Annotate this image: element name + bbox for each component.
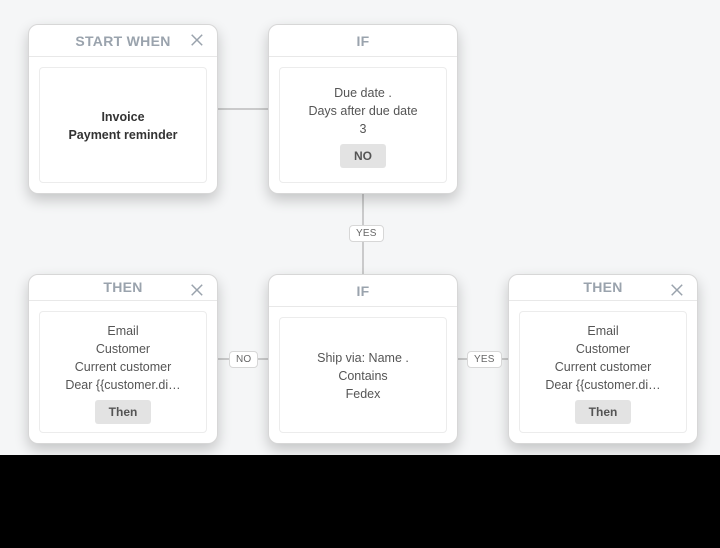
then-chip[interactable]: Then [95, 400, 152, 424]
node-line: Payment reminder [68, 126, 177, 144]
node-body: Email Customer Current customer Dear {{c… [29, 301, 217, 444]
node-line: Days after due date [308, 102, 417, 120]
edge-label-yes: YES [349, 225, 384, 242]
node-line: Current customer [555, 358, 652, 376]
edge-label-no: NO [229, 351, 258, 368]
node-inner-panel: Due date . Days after due date 3 NO [279, 67, 447, 183]
node-title: IF [356, 283, 369, 299]
node-line: Email [107, 322, 138, 340]
flow-canvas: START WHEN Invoice Payment reminder IF D… [0, 0, 720, 455]
then-chip[interactable]: Then [575, 400, 632, 424]
node-line: Current customer [75, 358, 172, 376]
node-body: Ship via: Name . Contains Fedex [269, 307, 457, 443]
edge-label-yes: YES [467, 351, 502, 368]
node-line: Due date . [334, 84, 392, 102]
node-body: Invoice Payment reminder [29, 57, 217, 193]
node-line: 3 [360, 120, 367, 138]
node-inner-panel: Email Customer Current customer Dear {{c… [519, 311, 687, 434]
node-header: START WHEN [29, 25, 217, 57]
node-inner-panel: Email Customer Current customer Dear {{c… [39, 311, 207, 434]
node-line: Customer [96, 340, 150, 358]
node-title: IF [356, 33, 369, 49]
node-header: THEN [509, 275, 697, 301]
node-if-ship-via[interactable]: IF Ship via: Name . Contains Fedex [268, 274, 458, 444]
node-header: IF [269, 25, 457, 57]
node-line: Fedex [346, 385, 381, 403]
node-line: Customer [576, 340, 630, 358]
close-icon[interactable] [669, 281, 687, 299]
close-icon[interactable] [189, 31, 207, 49]
node-line: Ship via: Name . [317, 349, 409, 367]
node-body: Due date . Days after due date 3 NO [269, 57, 457, 193]
node-line: Dear {{customer.di… [65, 376, 180, 394]
condition-chip-no[interactable]: NO [340, 144, 386, 168]
node-then-left[interactable]: THEN Email Customer Current customer Dea… [28, 274, 218, 444]
node-header: THEN [29, 275, 217, 301]
bottom-bar [0, 455, 720, 548]
node-if-due-date[interactable]: IF Due date . Days after due date 3 NO [268, 24, 458, 194]
node-line: Email [587, 322, 618, 340]
node-header: IF [269, 275, 457, 307]
node-body: Email Customer Current customer Dear {{c… [509, 301, 697, 444]
node-line: Dear {{customer.di… [545, 376, 660, 394]
node-line: Invoice [101, 108, 144, 126]
node-inner-panel: Ship via: Name . Contains Fedex [279, 317, 447, 433]
node-title: THEN [103, 279, 142, 295]
node-line: Contains [338, 367, 387, 385]
node-then-right[interactable]: THEN Email Customer Current customer Dea… [508, 274, 698, 444]
close-icon[interactable] [189, 281, 207, 299]
node-title: START WHEN [75, 33, 170, 49]
node-title: THEN [583, 279, 622, 295]
node-inner-panel: Invoice Payment reminder [39, 67, 207, 183]
node-start-when[interactable]: START WHEN Invoice Payment reminder [28, 24, 218, 194]
